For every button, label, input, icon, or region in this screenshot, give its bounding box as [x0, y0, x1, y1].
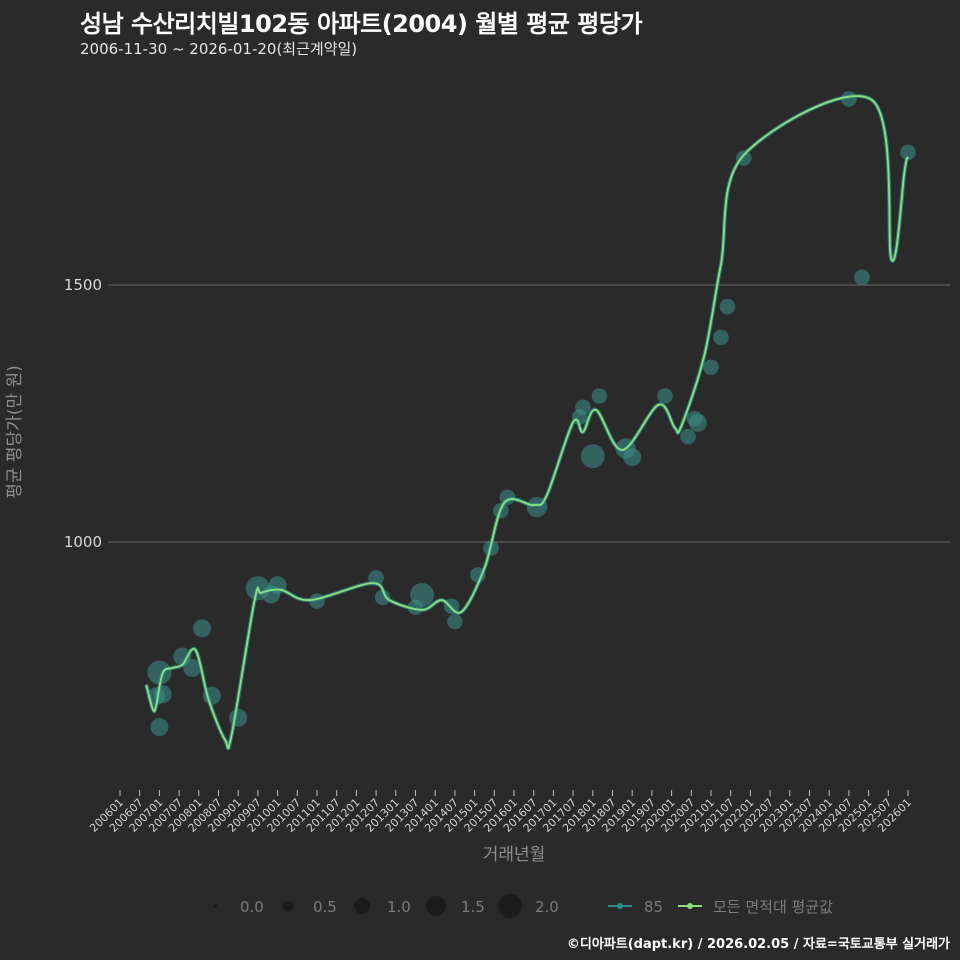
data-point	[713, 329, 729, 346]
data-point	[147, 660, 172, 685]
data-point	[688, 413, 707, 432]
data-point	[580, 444, 605, 469]
data-point	[374, 589, 391, 606]
data-point	[193, 619, 212, 638]
series-85-points	[147, 91, 916, 737]
data-point	[900, 144, 916, 161]
legend-size-label: 0.0	[240, 898, 264, 916]
data-point	[719, 298, 736, 315]
legend-size-circle	[213, 904, 217, 908]
legend-size-circle	[354, 898, 370, 914]
legend-size-label: 2.0	[535, 898, 559, 916]
legend-all-label: 모든 면적대 평균값	[713, 898, 833, 916]
data-point	[854, 269, 870, 286]
series-lines	[144, 94, 910, 751]
legend-size-circle	[426, 896, 446, 916]
data-point	[150, 718, 169, 737]
legend: 0.0 0.5 1.0 1.5 2.0 85 모든 면적대 평균값	[213, 894, 833, 918]
y-tick-label: 1500	[64, 276, 102, 294]
x-axis: 2006012006072007012007072008012008072009…	[87, 790, 914, 835]
data-point	[680, 428, 696, 445]
legend-size-label: 1.0	[387, 898, 411, 916]
y-axis: 1000 1500	[64, 276, 102, 551]
x-axis-title: 거래년월	[483, 845, 546, 865]
footer-credit: ©디아파트(dapt.kr) / 2026.02.05 / 자료=국토교통부 실…	[566, 937, 950, 952]
data-point	[591, 388, 608, 404]
legend-all-dot	[687, 903, 693, 909]
legend-size-circle	[498, 894, 522, 918]
data-point	[657, 388, 673, 404]
data-point	[183, 658, 202, 677]
data-point	[410, 582, 435, 607]
legend-size-label: 0.5	[313, 898, 337, 916]
legend-size-circle	[282, 900, 294, 912]
y-tick-label: 1000	[64, 533, 102, 551]
legend-size-label: 1.5	[461, 898, 485, 916]
legend-85-dot	[617, 903, 623, 909]
data-point	[703, 359, 719, 376]
series-all-average-line	[145, 95, 909, 750]
gridlines	[108, 284, 950, 543]
data-point	[575, 399, 591, 416]
chart-title: 성남 수산리치빌102동 아파트(2004) 월별 평균 평당가	[80, 10, 643, 38]
data-point	[623, 448, 642, 467]
y-axis-title: 평균 평당가(만 원)	[5, 365, 25, 499]
chart-subtitle: 2006-11-30 ~ 2026-01-20(최근계약일)	[80, 40, 358, 58]
legend-85-label: 85	[644, 898, 663, 916]
series-85-line	[144, 94, 910, 751]
data-point	[447, 613, 463, 630]
